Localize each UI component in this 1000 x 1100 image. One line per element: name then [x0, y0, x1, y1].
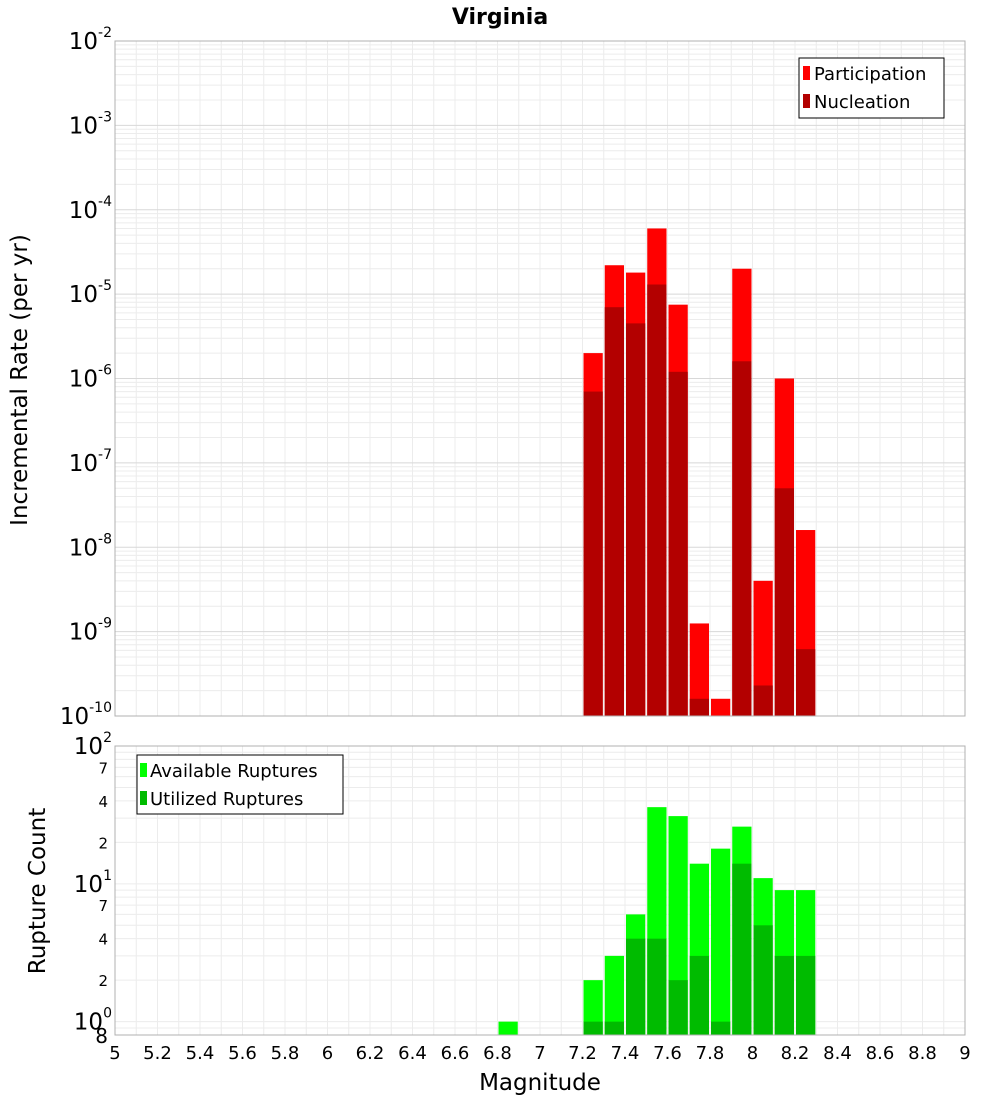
- rate-bar-outer: [711, 698, 731, 716]
- rate-bar-inner: [583, 391, 603, 716]
- legend-swatch-participation: [803, 66, 810, 80]
- rate-y-tick-label: 10-4: [69, 194, 112, 224]
- count-bar-outer: [604, 955, 624, 1035]
- rate-bar-inner: [689, 698, 709, 716]
- x-tick-labels: 5 5.2 5.4 5.6 5.8 6 6.2 6.4 6.6 6.8 7 7.2 7.4 7.6 7.8 8…: [109, 1043, 970, 1064]
- rate-bar-inner: [753, 685, 773, 716]
- count-bar-inner: [753, 925, 773, 1035]
- rate-bar-inner: [626, 323, 646, 716]
- x-tick-label: 5.2: [143, 1043, 172, 1064]
- count-bars: [498, 807, 816, 1035]
- count-legend-box: [136, 754, 344, 815]
- x-tick-label: 6.2: [356, 1043, 385, 1064]
- rate-bar-inner: [732, 361, 752, 716]
- x-tick-label: 5.8: [271, 1043, 300, 1064]
- rate-y-ticks: 10-10 10-9 10-8 10-7 10-6 10-5 10-4 10-3 10-2: [60, 25, 112, 730]
- rate-legend-box: [798, 57, 945, 119]
- rate-bar-inner: [604, 307, 624, 716]
- rate-plot-frame: [114, 40, 966, 717]
- count-y-tick-label: 7: [98, 759, 108, 777]
- count-bar-outer: [711, 848, 731, 1035]
- x-axis-title: Magnitude: [479, 1070, 601, 1096]
- rate-y-tick-label: 10-3: [69, 109, 112, 139]
- x-tick-label: 7.8: [696, 1043, 725, 1064]
- count-bar-inner: [583, 1021, 603, 1035]
- rate-bar-outer: [753, 580, 773, 716]
- x-tick-label: 8.6: [866, 1043, 895, 1064]
- rate-grid: [114, 41, 966, 717]
- legend-swatch-utilized: [140, 791, 147, 805]
- x-tick-label: 7.2: [568, 1043, 597, 1064]
- x-tick-label: 5.4: [186, 1043, 215, 1064]
- x-tick-label: 6.8: [483, 1043, 512, 1064]
- rate-bars: [583, 228, 816, 716]
- count-bar-inner: [796, 955, 816, 1035]
- rate-y-tick-label: 10-7: [69, 447, 112, 477]
- rate-y-tick-label: 10-9: [69, 616, 112, 646]
- count-bar-inner: [604, 1021, 624, 1035]
- count-plot-frame: [114, 745, 966, 1036]
- legend-label-utilized: Utilized Ruptures: [150, 789, 303, 810]
- legend-swatch-available: [140, 763, 147, 777]
- rate-y-axis-title: Incremental Rate (per yr): [7, 234, 33, 526]
- rate-bar-inner: [668, 371, 688, 716]
- count-y-tick-label: 2: [98, 834, 108, 852]
- legend-label-nucleation: Nucleation: [814, 92, 910, 113]
- rate-y-tick-label: 10-8: [69, 531, 112, 561]
- x-tick-label: 8.2: [781, 1043, 810, 1064]
- count-y-tick-label: 4: [98, 931, 108, 949]
- x-tick-label: 6.4: [398, 1043, 427, 1064]
- count-y-tick-label: 7: [98, 897, 108, 915]
- legend-label-available: Available Ruptures: [150, 761, 318, 782]
- count-bar-inner: [774, 955, 794, 1035]
- x-tick-label: 5.6: [228, 1043, 257, 1064]
- count-y-tick-label: 4: [98, 793, 108, 811]
- x-tick-label: 6.6: [441, 1043, 470, 1064]
- legend-swatch-nucleation: [803, 94, 810, 108]
- count-y-tick-label: 8: [95, 1024, 108, 1048]
- x-tick-label: 6: [322, 1043, 333, 1064]
- count-bar-outer: [498, 1021, 518, 1035]
- count-y-tick-label: 2: [98, 972, 108, 990]
- count-y-tick-label: 102: [74, 730, 112, 760]
- x-tick-label: 9: [959, 1043, 970, 1064]
- x-tick-label: 8.8: [908, 1043, 937, 1064]
- count-bar-inner: [626, 938, 646, 1035]
- x-tick-label: 8.4: [823, 1043, 852, 1064]
- rate-legend: Participation Nucleation: [798, 57, 945, 119]
- x-tick-label: 5: [109, 1043, 120, 1064]
- rate-y-tick-label: 10-6: [69, 363, 112, 393]
- count-bar-inner: [689, 955, 709, 1035]
- rate-bar-outer: [689, 623, 709, 716]
- rate-bar-inner: [647, 284, 667, 716]
- x-tick-label: 7: [534, 1043, 545, 1064]
- count-y-tick-label: 101: [74, 868, 112, 898]
- count-bar-inner: [732, 863, 752, 1035]
- rate-bar-inner: [774, 488, 794, 716]
- chart-title: Virginia: [452, 5, 548, 30]
- legend-label-participation: Participation: [814, 64, 926, 85]
- rate-bar-inner: [796, 649, 816, 716]
- count-y-tick-label: 100: [74, 1006, 112, 1036]
- x-tick-label: 7.4: [611, 1043, 640, 1064]
- count-bar-outer: [583, 980, 603, 1035]
- rate-y-tick-label: 10-2: [69, 25, 112, 55]
- x-tick-label: 7.6: [653, 1043, 682, 1064]
- count-legend: Available Ruptures Utilized Ruptures: [136, 754, 344, 815]
- count-bar-inner: [711, 1021, 731, 1035]
- rate-y-tick-label: 10-5: [69, 278, 112, 308]
- x-tick-label: 8: [747, 1043, 758, 1064]
- count-y-axis-title: Rupture Count: [25, 808, 51, 974]
- count-bar-inner: [668, 980, 688, 1035]
- count-bar-inner: [647, 938, 667, 1035]
- rate-y-tick-label: 10-10: [60, 700, 112, 730]
